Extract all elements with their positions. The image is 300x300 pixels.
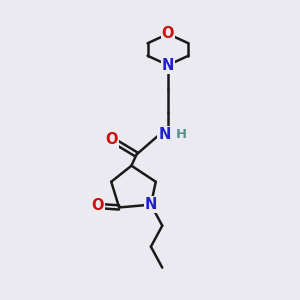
Text: O: O bbox=[91, 198, 104, 213]
Text: O: O bbox=[162, 26, 174, 41]
Text: N: N bbox=[162, 58, 174, 73]
Text: N: N bbox=[158, 127, 171, 142]
Text: H: H bbox=[176, 128, 187, 141]
Text: O: O bbox=[105, 132, 118, 147]
Text: N: N bbox=[145, 197, 157, 212]
